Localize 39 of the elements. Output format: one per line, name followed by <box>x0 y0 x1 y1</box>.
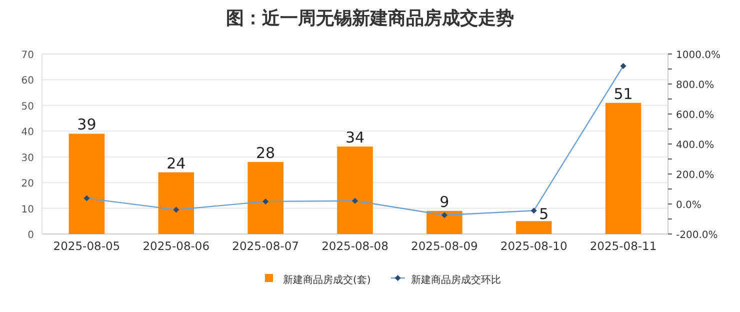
x-tick-label: 2025-08-07 <box>232 239 299 253</box>
legend-label: 新建商品房成交(套) <box>283 274 371 286</box>
y-tick-label: 40 <box>21 127 34 138</box>
bar <box>158 172 194 234</box>
x-tick-label: 2025-08-08 <box>322 239 388 253</box>
x-tick-label: 2025-08-10 <box>500 239 568 253</box>
y-tick-label: 0 <box>28 230 34 241</box>
y-tick-label: 30 <box>21 152 34 164</box>
x-tick-label: 2025-08-11 <box>590 239 657 253</box>
data-label: 28 <box>256 144 276 162</box>
chart-title: 图：近一周无锡新建商品房成交走势 <box>226 8 514 29</box>
y2-tick-label: 200.0% <box>676 170 714 181</box>
y-tick-label: 20 <box>21 178 34 190</box>
bar <box>68 134 105 234</box>
bar <box>426 210 462 234</box>
legend-label: 新建商品房成交环比 <box>410 274 501 286</box>
bar <box>337 146 373 234</box>
x-tick-label: 2025-08-05 <box>53 239 120 253</box>
y2-tick-label: 1000.0% <box>676 50 720 61</box>
data-label: 5 <box>539 205 549 224</box>
data-label: 51 <box>614 84 633 103</box>
y-tick-label: 70 <box>21 50 34 61</box>
data-label: 9 <box>440 192 450 211</box>
x-tick-label: 2025-08-06 <box>142 239 210 253</box>
y-tick-label: 10 <box>21 204 34 216</box>
bar <box>605 102 642 234</box>
y2-tick-label: 0.0% <box>676 200 702 211</box>
data-label: 34 <box>345 128 365 147</box>
bar <box>516 221 552 234</box>
y-tick-label: 60 <box>21 76 34 87</box>
data-label: 24 <box>166 154 186 172</box>
y2-tick-label: 800.0% <box>676 80 714 91</box>
y-tick-label: 50 <box>21 101 34 112</box>
y2-tick-label: 400.0% <box>676 140 714 151</box>
x-tick-label: 2025-08-09 <box>411 239 478 253</box>
data-label: 39 <box>77 116 96 134</box>
y2-tick-label: -200.0% <box>676 230 718 241</box>
bar <box>248 162 284 234</box>
y2-tick-label: 600.0% <box>676 110 714 121</box>
